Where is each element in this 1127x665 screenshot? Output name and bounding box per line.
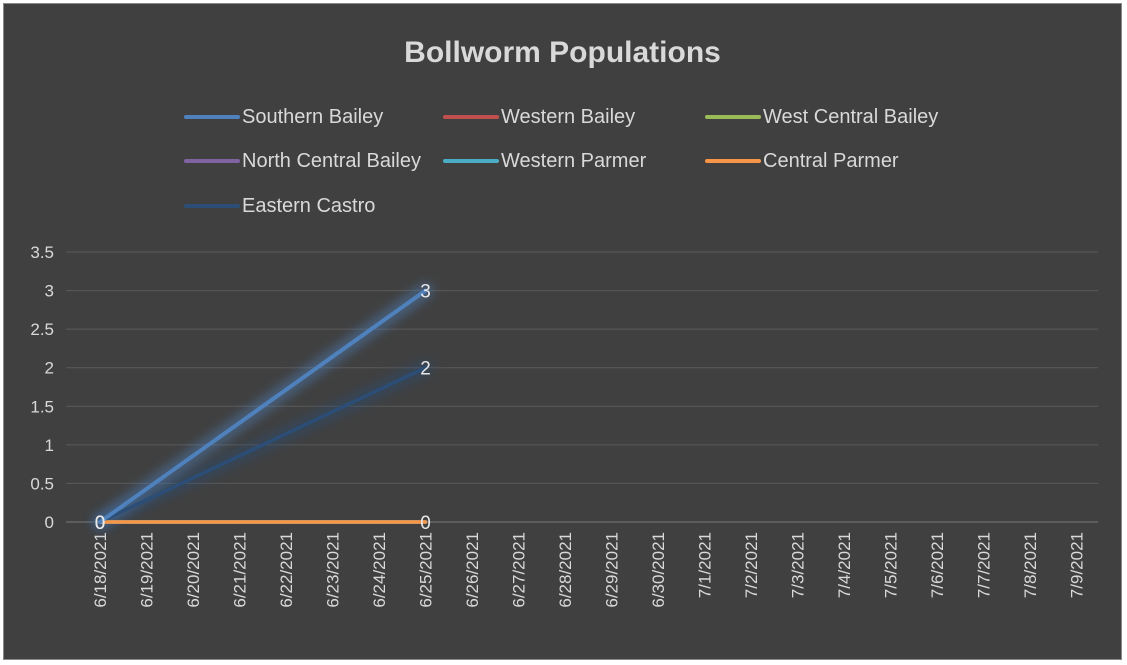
data-label: 2 [420,359,431,380]
y-tick-label: 3.5 [30,243,54,262]
x-tick-label: 6/18/2021 [91,532,110,608]
x-tick-label: 6/19/2021 [138,532,157,608]
x-tick-label: 6/20/2021 [184,532,203,608]
y-tick-label: 2 [45,359,54,378]
x-tick-label: 7/3/2021 [789,532,808,598]
series-line [98,288,428,524]
x-tick-label: 6/23/2021 [324,532,343,608]
y-tick-label: 2.5 [30,320,54,339]
x-tick-label: 7/2/2021 [742,532,761,598]
x-tick-label: 7/5/2021 [882,532,901,598]
legend-swatch [443,159,499,163]
x-tick-label: 6/29/2021 [603,532,622,608]
legend-item-north-central-bailey: North Central Bailey [184,149,421,173]
legend-label: Eastern Castro [242,194,376,217]
y-tick-label: 1 [45,436,54,455]
legend-swatch [705,115,761,119]
chart-area: Bollworm Populations Southern Bailey Wes… [3,3,1122,660]
x-tick-label: 7/1/2021 [696,532,715,598]
legend-item-western-bailey: Western Bailey [443,105,635,129]
series-line [98,365,428,524]
data-label: 0 [95,513,106,534]
legend-item-central-parmer: Central Parmer [705,149,899,173]
legend-label: Western Parmer [501,149,647,172]
legend-item-eastern-castro: Eastern Castro [184,194,375,218]
y-tick-label: 1.5 [30,397,54,416]
x-tick-label: 7/8/2021 [1021,532,1040,598]
data-label: 3 [420,282,431,303]
legend-swatch [184,115,240,119]
x-tick-label: 6/27/2021 [510,532,529,608]
legend-item-west-central-bailey: West Central Bailey [705,105,938,129]
legend-swatch [184,159,240,163]
legend-label: Central Parmer [763,149,899,172]
x-tick-label: 7/7/2021 [975,532,994,598]
legend-label: West Central Bailey [763,105,939,128]
x-tick-label: 6/22/2021 [277,532,296,608]
x-tick-label: 6/30/2021 [649,532,668,608]
x-tick-label: 6/21/2021 [231,532,250,608]
legend-swatch [705,159,761,163]
x-tick-label: 6/24/2021 [370,532,389,608]
data-label: 0 [95,513,106,534]
x-tick-label: 7/4/2021 [835,532,854,598]
legend-label: Western Bailey [501,105,636,128]
legend-item-western-parmer: Western Parmer [443,149,646,173]
x-tick-label: 6/26/2021 [463,532,482,608]
data-label: 0 [420,513,431,534]
x-tick-label: 7/9/2021 [1068,532,1087,598]
data-label: 0 [95,513,106,534]
y-tick-label: 0.5 [30,474,54,493]
legend-label: Southern Bailey [242,105,384,128]
legend-swatch [443,115,499,119]
x-tick-label: 7/6/2021 [928,532,947,598]
legend-item-southern-bailey: Southern Bailey [184,105,383,129]
x-tick-label: 6/25/2021 [417,532,436,608]
chart-title: Bollworm Populations [404,36,721,69]
legend-label: North Central Bailey [242,149,421,172]
legend-swatch [184,204,240,208]
y-tick-label: 3 [45,282,54,301]
y-tick-label: 0 [45,513,54,532]
x-tick-label: 6/28/2021 [556,532,575,608]
